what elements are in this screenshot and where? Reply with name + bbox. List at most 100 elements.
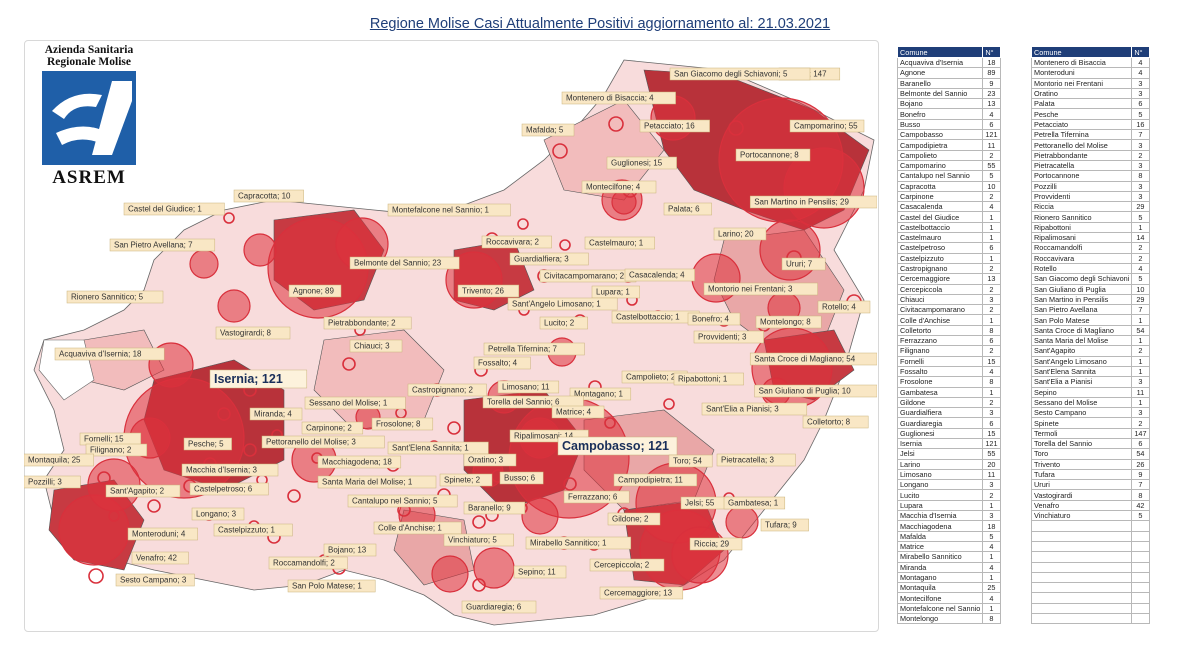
map-label-box xyxy=(439,473,493,487)
comune-cell: Ripalimosani xyxy=(1030,232,1133,244)
table-row: Belmonte del Sannio 23 xyxy=(896,87,1001,100)
comune-cell: Montecilfone xyxy=(896,592,984,604)
map-label: Gildone; 2 xyxy=(612,515,649,524)
map-label: Sant'Angelo Limosano; 1 xyxy=(512,300,601,309)
map-label-box xyxy=(497,380,560,394)
map-label: Tufara; 9 xyxy=(765,521,797,530)
count-cell: 6 xyxy=(982,242,1001,254)
map-label-box xyxy=(755,315,822,329)
table-row: Matrice 4 xyxy=(896,540,1001,553)
count-cell xyxy=(1131,551,1150,563)
table-row: Montecilfone 4 xyxy=(896,592,1001,604)
map-label-box xyxy=(54,347,165,361)
count-cell: 1 xyxy=(982,602,1001,615)
count-cell: 15 xyxy=(982,355,1001,367)
count-cell xyxy=(1131,602,1150,615)
count-cell: 1 xyxy=(1131,396,1150,409)
comune-cell xyxy=(1030,613,1133,625)
table-row: Larino 20 xyxy=(896,458,1001,470)
table-row: Guardialfiera 3 xyxy=(896,407,1001,419)
map-label: Chiauci; 3 xyxy=(354,342,390,351)
map-label: Montelongo; 8 xyxy=(760,318,811,327)
count-cell xyxy=(1131,592,1150,604)
count-cell: 1 xyxy=(982,232,1001,244)
comune-cell: Isernia xyxy=(896,437,984,450)
table-row: San Giuliano di Puglia 10 xyxy=(1030,283,1150,295)
count-cell xyxy=(1131,582,1150,594)
comune-cell: Agnone xyxy=(896,67,984,79)
table-row: Pesche 5 xyxy=(1030,108,1150,120)
map-label: San Giacomo degli Schiavoni; 5 xyxy=(674,70,788,79)
map-label-box xyxy=(371,417,434,431)
comune-cell: Castelpetroso xyxy=(896,242,984,254)
map-label-box xyxy=(551,405,605,419)
table-row: Montaquila 25 xyxy=(896,582,1001,594)
map-label: Mafalda; 5 xyxy=(526,126,564,135)
comune-cell: Campodipietra xyxy=(896,139,984,151)
table-row: San Pietro Avellana 7 xyxy=(1030,304,1150,316)
comune-cell: Casacalenda xyxy=(896,201,984,213)
count-cell: 4 xyxy=(982,108,1001,120)
count-cell: 8 xyxy=(982,376,1001,388)
col-comune-header: Comune xyxy=(896,46,984,58)
table-row: Lucito 2 xyxy=(896,489,1001,501)
table-row: Agnone 89 xyxy=(896,67,1001,79)
map-label-box xyxy=(261,435,385,449)
table-row: Portocannone 8 xyxy=(1030,170,1150,182)
map-label: Castelpetroso; 6 xyxy=(194,485,253,494)
map-label-box xyxy=(249,407,303,421)
map-label-box xyxy=(817,300,871,314)
map-label: Colle d'Anchise; 1 xyxy=(378,524,442,533)
map-label: Sesto Campano; 3 xyxy=(120,576,187,585)
asrem-logo: Azienda Sanitaria Regionale Molise ASREM xyxy=(33,44,145,189)
comune-cell: Venafro xyxy=(1030,499,1133,512)
map-label: Roccavivara; 2 xyxy=(486,238,539,247)
map-label-box xyxy=(463,453,517,467)
comune-cell: Larino xyxy=(896,458,984,470)
comune-cell: Bonefro xyxy=(896,108,984,120)
comune-cell: Montorio nei Frentani xyxy=(1030,77,1133,89)
count-cell: 5 xyxy=(1131,211,1150,223)
map-label-box xyxy=(673,372,744,386)
table-row: Cantalupo nel Sannio 5 xyxy=(896,170,1001,182)
comune-cell: San Martino in Pensilis xyxy=(1030,293,1133,306)
comune-cell: Bojano xyxy=(896,98,984,110)
map-label: Castelbottaccio; 1 xyxy=(616,313,680,322)
table-row: Colle d'Anchise 1 xyxy=(896,314,1001,326)
map-label-box xyxy=(607,512,661,526)
comune-cell: Baranello xyxy=(896,77,984,89)
table-row: Guardiaregia 6 xyxy=(896,417,1001,429)
comune-cell: San Giuliano di Puglia xyxy=(1030,283,1133,295)
map-label: Macchia d'Isernia; 3 xyxy=(186,466,257,475)
map-label: San Giuliano di Puglia; 10 xyxy=(759,387,852,396)
table-row: Macchia d'Isernia 3 xyxy=(896,510,1001,522)
count-cell xyxy=(1131,561,1150,573)
map-label-box xyxy=(115,573,195,587)
map-label: Ferrazzano; 6 xyxy=(568,493,618,502)
count-cell: 1 xyxy=(982,571,1001,584)
table-row: Bojano 13 xyxy=(896,98,1001,110)
table-row: Lupara 1 xyxy=(896,499,1001,512)
comune-cell: Sant'Agapito xyxy=(1030,345,1133,357)
table-row: Roccamandolfi 2 xyxy=(1030,242,1150,254)
map-label: Palata; 6 xyxy=(668,205,700,214)
table-row xyxy=(1030,540,1150,553)
map-label-box xyxy=(539,316,588,330)
count-cell: 2 xyxy=(982,149,1001,161)
map-label: Mirabello Sannitico; 1 xyxy=(530,539,607,548)
map-label: Portocannone; 8 xyxy=(740,151,799,160)
count-cell: 11 xyxy=(982,468,1001,481)
bubble-san-martino xyxy=(759,219,821,281)
map-label-box xyxy=(105,484,181,498)
table-row: Cercemaggiore 13 xyxy=(896,273,1001,285)
map-label-box xyxy=(802,415,869,429)
count-cell: 3 xyxy=(982,479,1001,491)
comune-cell: Santa Croce di Magliano xyxy=(1030,324,1133,337)
map-label-box xyxy=(735,148,811,162)
map-label: Bojano; 13 xyxy=(328,546,367,555)
table-row: Mafalda 5 xyxy=(896,530,1001,542)
comune-cell: Fornelli xyxy=(896,355,984,367)
map-label-box xyxy=(669,67,811,81)
table-row: Gambatesa 1 xyxy=(896,386,1001,398)
comune-cell: Mafalda xyxy=(896,530,984,542)
